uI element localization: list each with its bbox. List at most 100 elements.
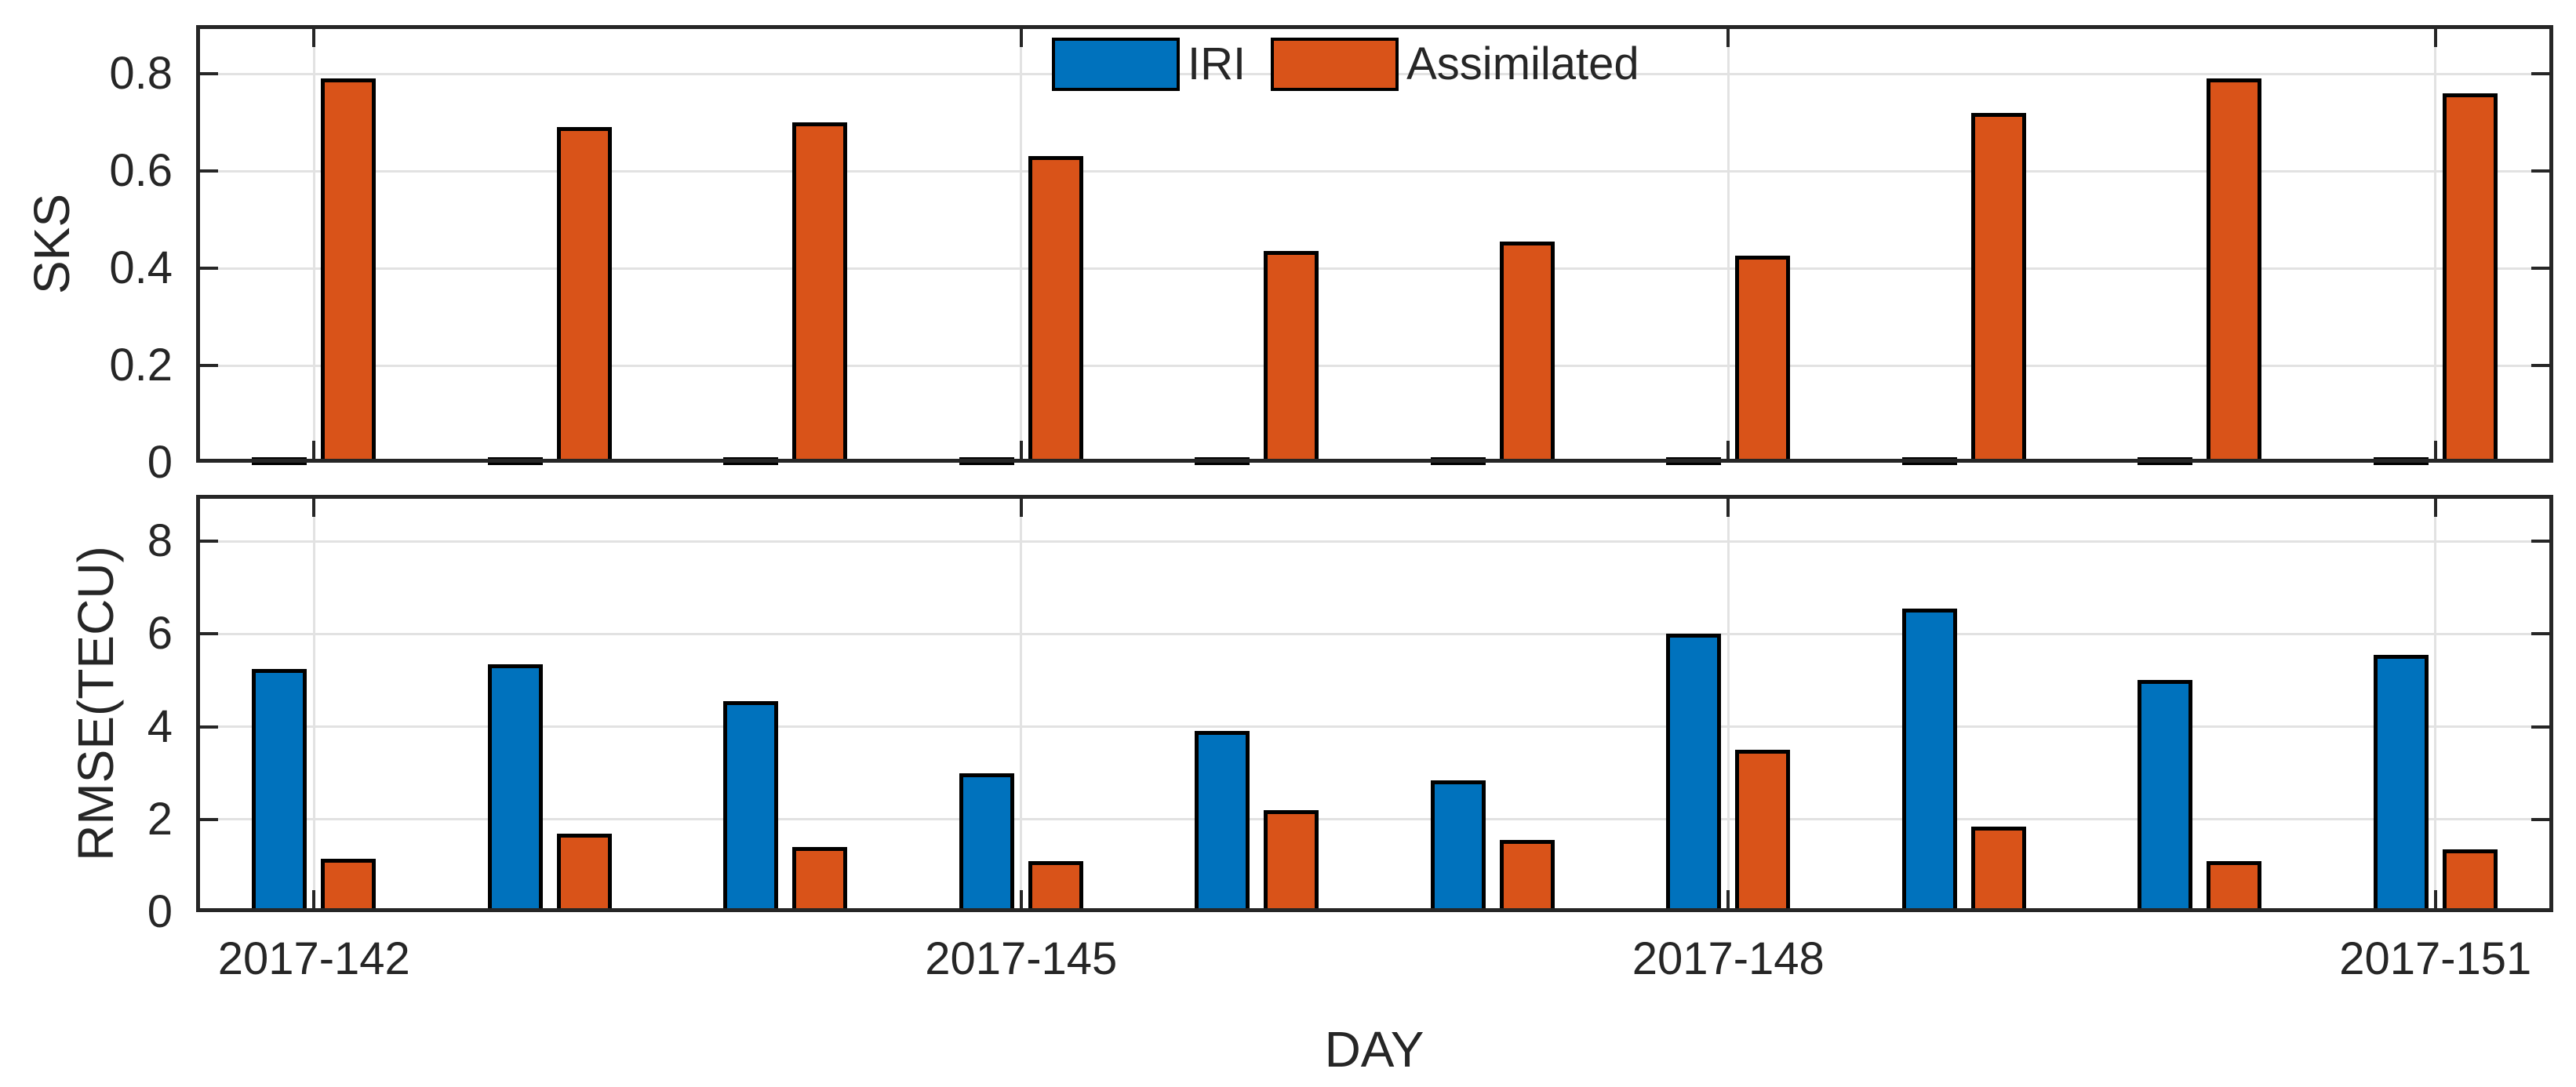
y-tick-left [196, 72, 218, 75]
x-tick-bottom [2433, 890, 2437, 912]
legend-swatch-iri [1052, 38, 1180, 91]
bar-iri-day-148 [1666, 457, 1722, 465]
bar-iri-day-144 [723, 701, 779, 912]
bar-iri-day-151 [2373, 457, 2429, 465]
y-tick-left [196, 169, 218, 173]
bar-assimilated-day-148 [1735, 750, 1791, 912]
axes-frame [196, 495, 2553, 912]
bar-assimilated-day-147 [1499, 242, 1555, 463]
bar-iri-day-145 [959, 457, 1014, 465]
y-tick-label: 2 [147, 793, 173, 845]
legend: IRI Assimilated [1052, 38, 1639, 91]
y-tick-right [2531, 364, 2553, 367]
y-tick-right [2531, 72, 2553, 75]
gridline-vertical [2434, 25, 2437, 463]
bar-assimilated-day-145 [1028, 156, 1083, 463]
bar-assimilated-day-145 [1028, 861, 1083, 912]
x-tick-label: 2017-151 [2339, 933, 2532, 984]
x-tick-bottom [1726, 890, 1730, 912]
y-tick-right [2531, 169, 2553, 173]
x-tick-bottom [1019, 441, 1023, 463]
gridline-horizontal [196, 540, 2553, 543]
bar-assimilated-day-149 [1970, 827, 2026, 912]
x-tick-top [1019, 25, 1023, 47]
x-tick-bottom [1726, 441, 1730, 463]
bar-iri-day-147 [1430, 457, 1486, 465]
y-tick-right [2531, 540, 2553, 544]
bar-iri-day-148 [1666, 634, 1722, 912]
x-tick-top [312, 495, 316, 517]
y-tick-label: 4 [147, 700, 173, 752]
bar-assimilated-day-146 [1264, 251, 1319, 463]
gridline-horizontal [196, 818, 2553, 821]
gridline-horizontal [196, 725, 2553, 729]
y-tick-left [196, 632, 218, 636]
gridline-horizontal [196, 364, 2553, 367]
bar-assimilated-day-144 [792, 122, 848, 463]
gridline-horizontal [196, 267, 2553, 270]
bar-iri-day-150 [2138, 680, 2193, 912]
x-tick-label: 2017-145 [925, 933, 1118, 984]
x-tick-label: 2017-142 [217, 933, 410, 984]
x-tick-top [2433, 25, 2437, 47]
bar-iri-day-149 [1901, 609, 1957, 912]
y-tick-left [196, 267, 218, 270]
y-tick-label: 0.6 [109, 145, 173, 196]
y-tick-left [196, 725, 218, 729]
gridline-vertical [1726, 25, 1730, 463]
gridline-horizontal [196, 632, 2553, 635]
bar-iri-day-142 [252, 457, 307, 465]
x-tick-top [1726, 25, 1730, 47]
bar-iri-day-151 [2373, 655, 2429, 912]
bar-iri-day-146 [1195, 457, 1250, 465]
bar-assimilated-day-151 [2442, 93, 2498, 463]
bar-assimilated-day-147 [1499, 840, 1555, 912]
bar-assimilated-day-150 [2207, 861, 2262, 912]
rmse-subplot-axes: 0 2 4 6 8 2017-142 2017-145 2017-148 2017-151 [147, 495, 2553, 982]
y-tick-label: 0.4 [109, 242, 173, 293]
gridline-vertical [1020, 495, 1023, 912]
bar-iri-day-149 [1901, 457, 1957, 465]
x-tick-bottom [2433, 441, 2437, 463]
y-tick-left [196, 540, 218, 544]
y-tick-left [196, 364, 218, 367]
bar-assimilated-day-149 [1970, 113, 2026, 463]
legend-label-iri: IRI [1188, 38, 1246, 89]
y-tick-right [2531, 267, 2553, 270]
y-tick-right [2531, 817, 2553, 821]
bar-assimilated-day-142 [321, 859, 377, 912]
bar-assimilated-day-151 [2442, 849, 2498, 912]
y-tick-label: 0.2 [109, 340, 173, 391]
gridline-vertical [312, 495, 315, 912]
bar-assimilated-day-146 [1264, 810, 1319, 912]
bar-iri-day-143 [487, 457, 543, 465]
gridline-vertical [312, 25, 315, 463]
y-tick-label: 6 [147, 608, 173, 660]
bar-assimilated-day-148 [1735, 256, 1791, 463]
y-tick-right [2531, 725, 2553, 729]
gridline-horizontal [196, 169, 2553, 173]
bar-assimilated-day-142 [321, 78, 377, 463]
y-tick-label: 0 [147, 886, 173, 937]
legend-label-assimilated: Assimilated [1406, 38, 1639, 89]
gridline-vertical [1020, 25, 1023, 463]
y-tick-label: 8 [147, 515, 173, 567]
bar-iri-day-143 [487, 664, 543, 912]
bar-assimilated-day-143 [556, 834, 612, 912]
bar-iri-day-146 [1195, 731, 1250, 912]
x-axis-label-day: DAY [1324, 1021, 1424, 1078]
x-tick-label: 2017-148 [1632, 933, 1825, 984]
bar-assimilated-day-144 [792, 847, 848, 912]
x-tick-bottom [1019, 890, 1023, 912]
x-tick-top [2433, 495, 2437, 517]
x-tick-bottom [312, 890, 316, 912]
legend-swatch-assimilated [1271, 38, 1399, 91]
bar-iri-day-145 [959, 773, 1014, 912]
sks-subplot-axes: 0 0.2 0.4 0.6 0.8 [109, 25, 2553, 485]
x-tick-top [1019, 495, 1023, 517]
bar-iri-day-142 [252, 669, 307, 912]
bar-iri-day-150 [2138, 457, 2193, 465]
bar-assimilated-day-143 [556, 127, 612, 463]
gridline-vertical [1726, 495, 1730, 912]
